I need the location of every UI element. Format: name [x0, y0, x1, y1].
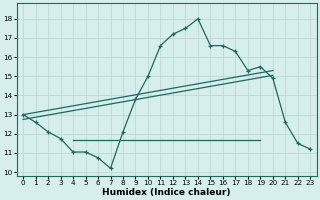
- X-axis label: Humidex (Indice chaleur): Humidex (Indice chaleur): [102, 188, 231, 197]
